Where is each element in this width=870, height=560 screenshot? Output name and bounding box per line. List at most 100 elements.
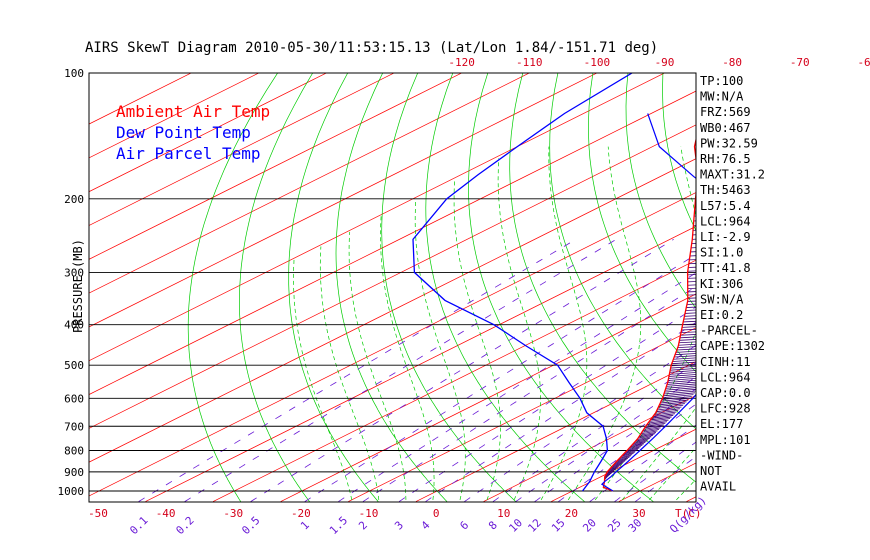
- top-temp-tick-label: -90: [655, 56, 675, 69]
- cape-hatch-line: [644, 424, 664, 429]
- cape-hatch-line: [658, 403, 685, 407]
- cape-hatch-line: [627, 446, 641, 450]
- isotherm-line: [89, 192, 696, 497]
- isotherm-line: [89, 124, 696, 429]
- cape-hatch-line: [682, 326, 696, 328]
- cape-hatch-line: [655, 409, 679, 414]
- cape-hatch-line: [683, 318, 696, 320]
- bottom-temp-tick-label: 30: [632, 507, 645, 520]
- cape-hatch-line: [679, 339, 696, 341]
- isotherm-line: [89, 73, 328, 193]
- isotherm-line: [145, 225, 696, 502]
- moist-adiabat: [594, 146, 696, 501]
- cape-hatch-line: [646, 421, 667, 426]
- pressure-tick-label: 200: [64, 193, 84, 206]
- cape-hatch-line: [606, 470, 615, 475]
- y-axis-label: PRESSURE (MB): [71, 239, 85, 333]
- cape-hatch-line: [620, 454, 633, 458]
- cape-hatch-line: [663, 392, 696, 397]
- ambient-air-temp-line: [602, 136, 696, 492]
- sounding-index-line: CAPE:1302: [700, 339, 765, 353]
- cape-hatch-line: [643, 425, 663, 430]
- cape-hatch-line: [675, 353, 696, 356]
- cape-hatch-line: [679, 336, 696, 339]
- moist-adiabat: [348, 231, 407, 500]
- pressure-tick-label: 700: [64, 420, 84, 433]
- sounding-index-line: L57:5.4: [700, 199, 751, 213]
- cape-hatch-line: [645, 422, 666, 427]
- sounding-index-line: LCL:964: [700, 214, 751, 228]
- sounding-index-line: WB0:467: [700, 121, 751, 135]
- cape-hatch-line: [609, 465, 620, 470]
- mixing-ratio-line: [304, 254, 696, 502]
- cape-hatch-line: [678, 341, 696, 344]
- cape-hatch-line: [684, 315, 696, 317]
- dry-adiabat: [625, 73, 696, 309]
- cape-hatch-line: [607, 468, 617, 472]
- sounding-index-line: FRZ:569: [700, 105, 751, 119]
- cape-hatch-line: [665, 387, 696, 391]
- moist-adiabat: [293, 259, 353, 500]
- cape-hatch-line: [612, 461, 624, 466]
- mixing-ratio-line: [250, 238, 674, 502]
- pressure-tick-label: 400: [64, 319, 84, 332]
- top-temp-tick-label: -120: [448, 56, 475, 69]
- dry-adiabat: [838, 73, 870, 502]
- cape-hatch-line: [660, 399, 689, 404]
- pressure-tick-label: 300: [64, 266, 84, 279]
- sounding-index-line: -WIND-: [700, 448, 743, 462]
- cape-hatch-line: [642, 427, 661, 432]
- cape-hatch-line: [604, 474, 611, 478]
- sounding-index-line: SI:1.0: [700, 246, 743, 260]
- isotherm-line: [483, 394, 696, 502]
- cape-hatch-line: [632, 440, 647, 445]
- cape-hatch-line: [680, 334, 696, 336]
- mixing-ratio-tick-label: 20: [580, 516, 599, 535]
- mixing-ratio-tick-label: 3: [392, 519, 406, 533]
- cape-hatch-line: [648, 419, 669, 424]
- cape-hatch-line: [651, 414, 674, 419]
- sounding-index-line: MW:N/A: [700, 90, 744, 104]
- air-parcel-temp-line: [600, 113, 696, 492]
- cape-hatch-line: [637, 434, 654, 439]
- sounding-index-line: LFC:928: [700, 402, 751, 416]
- sounding-index-line: EL:177: [700, 417, 743, 431]
- cape-hatch-line: [626, 447, 640, 452]
- moist-adiabat: [319, 246, 380, 500]
- isotherm-line: [89, 158, 696, 463]
- sounding-index-line: CINH:11: [700, 355, 751, 369]
- dew-point-temp-line: [412, 73, 633, 492]
- cape-hatch-line: [650, 416, 672, 421]
- cape-hatch-line: [630, 443, 644, 448]
- moist-adiabat: [453, 179, 501, 501]
- cape-hatch-line: [670, 368, 696, 371]
- cape-hatch-line: [661, 397, 691, 402]
- sounding-index-line: LCL:964: [700, 370, 751, 384]
- cape-hatch-line: [605, 471, 613, 476]
- x-axis-unit-label: T(C): [675, 507, 702, 520]
- cape-hatch-line: [615, 459, 627, 464]
- mixing-ratio-line: [425, 321, 696, 502]
- sounding-index-line: CAP:0.0: [700, 386, 751, 400]
- pressure-tick-label: 1000: [58, 485, 85, 498]
- cape-hatch-line: [623, 450, 637, 455]
- bottom-temp-tick-label: 10: [497, 507, 510, 520]
- sounding-index-line: LI:-2.9: [700, 230, 751, 244]
- cape-hatch-line: [639, 431, 657, 436]
- cape-hatch-line: [659, 401, 687, 406]
- mixing-ratio-tick-label: 4: [419, 518, 433, 532]
- top-temp-tick-label: -110: [516, 56, 543, 69]
- cape-hatch-line: [669, 370, 696, 373]
- mixing-ratio-tick-label: 0.2: [173, 514, 196, 537]
- isotherm-line: [89, 73, 395, 226]
- mixing-ratio-tick-label: 1: [298, 519, 312, 533]
- mixing-ratio-tick-label: 2: [356, 519, 370, 533]
- bottom-temp-tick-label: -40: [156, 507, 176, 520]
- cape-hatch-line: [641, 428, 660, 433]
- legend: Ambient Air Temp Dew Point Temp Air Parc…: [116, 102, 270, 163]
- sounding-index-line: TT:41.8: [700, 261, 751, 275]
- cape-hatch-line: [656, 408, 680, 413]
- top-temp-tick-label: -100: [584, 56, 611, 69]
